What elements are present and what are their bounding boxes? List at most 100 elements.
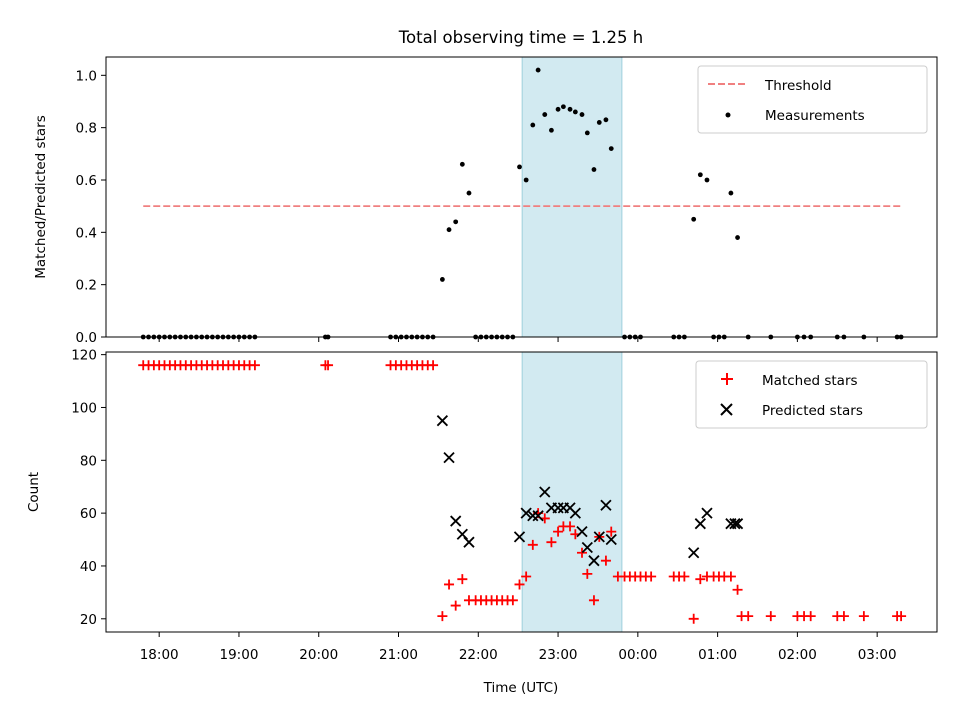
matched-star-point — [428, 360, 439, 371]
measurement-point — [439, 277, 445, 282]
x-tick-label: 23:00 — [539, 647, 578, 663]
measurement-point — [530, 122, 536, 128]
measurement-point — [584, 130, 590, 136]
y-tick-label: 120 — [71, 348, 97, 364]
predicted-star-point — [450, 515, 462, 527]
predicted-star-point — [688, 547, 700, 559]
predicted-star-point — [605, 533, 617, 546]
observing-window-top — [521, 56, 623, 338]
matched-star-point — [896, 611, 907, 622]
matched-star-point — [606, 526, 617, 537]
measurement-point — [596, 120, 602, 125]
matched-star-point — [565, 521, 576, 532]
predicted-star-point — [569, 507, 581, 519]
matched-star-point — [858, 611, 869, 622]
ratio-legend: Threshold Measurements — [697, 65, 928, 134]
y-tick-label: 0.4 — [76, 225, 97, 241]
measurement-point — [535, 67, 541, 73]
ratio-y-axis: 0.0 0.2 0.4 0.6 0.8 1.0 — [76, 68, 106, 346]
y-tick-label: 0.2 — [76, 278, 97, 294]
time-axis-label: Time (UTC) — [483, 680, 559, 696]
measurement-point — [728, 190, 734, 196]
predicted-star-points — [436, 415, 744, 567]
measurement-point — [704, 177, 710, 183]
matched-star-point — [765, 611, 776, 622]
predicted-legend-swatch — [720, 403, 733, 416]
predicted-star-point — [701, 507, 713, 519]
matched-star-point — [553, 526, 564, 537]
matched-star-point — [688, 613, 699, 624]
matched-star-point — [646, 571, 657, 582]
x-tick-label: 02:00 — [778, 647, 817, 663]
predicted-star-point — [694, 518, 706, 530]
time-x-axis: 18:00 19:00 20:00 21:00 22:00 23:00 00:00 01:00… — [140, 632, 897, 663]
ratio-x-ticks — [158, 337, 878, 342]
y-tick-label: 1.0 — [76, 68, 97, 84]
measurement-point — [542, 112, 548, 117]
matched-star-points — [138, 360, 907, 624]
measurement-point — [555, 106, 561, 112]
predicted-star-point — [532, 510, 544, 522]
predicted-star-point — [463, 536, 475, 548]
matched-star-point — [732, 584, 743, 595]
measurement-point — [459, 161, 465, 167]
predicted-star-point — [552, 502, 564, 514]
count-legend-box — [695, 360, 928, 429]
ratio-legend-box — [697, 65, 928, 134]
matched-star-point — [444, 579, 455, 590]
matched-star-point — [588, 595, 599, 606]
x-tick-label: 19:00 — [220, 647, 259, 663]
measurement-point — [549, 127, 554, 133]
matched-star-point — [838, 611, 849, 622]
predicted-star-point — [456, 528, 468, 540]
ratio-axes-frame — [105, 56, 938, 338]
matched-star-point — [507, 595, 518, 606]
matched-star-point — [521, 571, 532, 582]
predicted-star-point — [436, 415, 449, 427]
observing-window-bottom — [521, 351, 623, 633]
measurement-point — [523, 177, 529, 183]
matched-star-point — [249, 360, 260, 371]
matched-star-point — [695, 574, 706, 585]
x-tick-label: 22:00 — [459, 647, 498, 663]
matched-star-point — [514, 579, 525, 590]
predicted-star-point — [520, 507, 532, 519]
count-axes-frame — [105, 351, 938, 633]
y-tick-label: 20 — [80, 612, 97, 628]
x-tick-label: 01:00 — [698, 647, 737, 663]
matched-star-point — [450, 600, 461, 611]
matched-star-point — [725, 571, 736, 582]
matched-star-point — [805, 611, 816, 622]
predicted-star-point — [576, 525, 588, 538]
measurements-legend-label: Measurements — [765, 108, 865, 124]
matched-legend-swatch — [721, 373, 733, 385]
matched-star-point — [679, 571, 690, 582]
predicted-star-point — [443, 452, 455, 464]
measurement-point — [735, 235, 740, 240]
y-tick-label: 0.8 — [76, 121, 97, 137]
matched-star-point — [457, 574, 468, 585]
figure-title: Total observing time = 1.25 h — [398, 28, 643, 47]
matched-star-point — [600, 555, 611, 566]
threshold-legend-label: Threshold — [764, 78, 832, 94]
measurement-points — [140, 67, 904, 340]
y-tick-label: 0.0 — [76, 330, 97, 346]
matched-star-point — [743, 611, 754, 622]
predicted-star-point — [593, 531, 605, 543]
predicted-star-point — [581, 541, 593, 554]
matched-star-point — [323, 360, 334, 371]
count-y-axis: 20 40 60 80 100 120 — [71, 348, 106, 628]
matched-star-point — [546, 537, 557, 548]
ratio-panel: 0.0 0.2 0.4 0.6 0.8 1.0 Matched/Predicted sta… — [33, 56, 938, 346]
matched-legend-label: Matched stars — [762, 373, 858, 389]
predicted-legend-label: Predicted stars — [762, 403, 863, 419]
y-tick-label: 0.6 — [76, 173, 97, 189]
matched-star-point — [576, 547, 587, 558]
predicted-star-point — [729, 518, 741, 530]
matched-star-point — [437, 611, 448, 622]
x-tick-label: 00:00 — [618, 647, 657, 663]
measurement-point — [453, 219, 459, 225]
measurement-point — [466, 190, 472, 196]
measurement-point — [560, 104, 566, 110]
predicted-star-point — [588, 555, 600, 567]
